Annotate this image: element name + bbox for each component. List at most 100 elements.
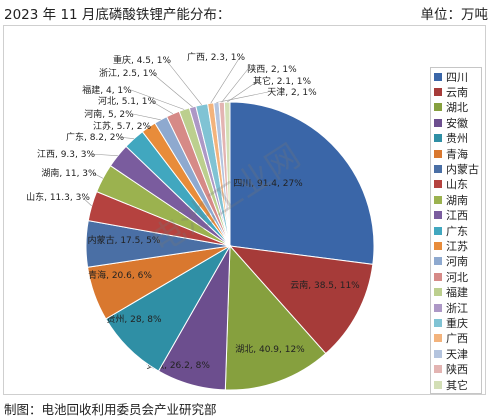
legend-item-河北: 河北 <box>434 269 479 284</box>
slice-label-浙江: 浙江, 2.5, 1% <box>99 67 157 79</box>
legend-swatch <box>434 195 442 204</box>
legend-swatch <box>434 318 442 327</box>
legend-label: 陕西 <box>446 363 468 377</box>
slice-label-湖南: 湖南, 11, 3% <box>41 167 97 179</box>
legend-item-青海: 青海 <box>434 146 479 161</box>
legend-label: 浙江 <box>446 301 468 315</box>
pie-slice-四川 <box>229 101 375 265</box>
legend-item-四川: 四川 <box>434 69 479 84</box>
legend-item-陕西: 陕西 <box>434 361 479 376</box>
leader-line-江苏 <box>145 125 149 128</box>
legend-swatch <box>434 149 442 158</box>
legend-label: 内蒙古 <box>446 163 479 177</box>
leader-line-广西 <box>210 56 241 104</box>
legend-item-福建: 福建 <box>434 284 479 299</box>
slice-label-其它: 其它, 2.1, 1% <box>253 75 311 87</box>
leader-line-福建 <box>130 89 185 110</box>
slice-label-内蒙古: 内蒙古, 17.5, 5% <box>88 234 161 246</box>
legend-swatch <box>434 349 442 358</box>
legend-item-其它: 其它 <box>434 377 479 392</box>
legend-label: 天津 <box>446 347 468 361</box>
slice-label-青海: 青海, 20.6, 6% <box>88 269 152 281</box>
legend-item-湖北: 湖北 <box>434 100 479 115</box>
chart-legend: 四川云南 湖北 安徽贵州 青海内蒙古 山东 湖南江西 广东江苏河南 河北福建 浙江 重庆广西 天津陕… <box>430 67 482 395</box>
slice-label-河北: 河北, 5.1, 1% <box>98 95 156 107</box>
legend-label: 河北 <box>446 270 468 284</box>
leader-line-重庆 <box>165 59 202 105</box>
leader-line-江西 <box>89 153 118 156</box>
slice-label-福建: 福建, 4, 1% <box>82 84 132 96</box>
legend-label: 重庆 <box>446 316 468 330</box>
legend-item-广东: 广东 <box>434 223 479 238</box>
legend-label: 安徽 <box>446 116 468 130</box>
slice-label-江苏: 江苏, 5.7, 2% <box>93 120 151 132</box>
leader-line-其它 <box>227 80 259 103</box>
legend-label: 河南 <box>446 255 468 269</box>
legend-item-山东: 山东 <box>434 177 479 192</box>
legend-item-贵州: 贵州 <box>434 131 479 146</box>
legend-swatch <box>434 288 442 297</box>
leader-line-陕西 <box>221 68 249 103</box>
leader-line-湖南 <box>92 172 104 179</box>
legend-label: 福建 <box>446 286 468 300</box>
legend-swatch <box>434 88 442 97</box>
legend-label: 青海 <box>446 147 468 161</box>
chart-title: 2023 年 11 月底磷酸铁锂产能分布： <box>4 7 231 23</box>
leader-line-广东 <box>118 136 134 139</box>
legend-swatch <box>434 103 442 112</box>
leader-line-河南 <box>132 113 161 121</box>
legend-swatch <box>434 134 442 143</box>
footer-credit: 制图：电池回收利用委员会产业研究部 <box>4 402 217 417</box>
legend-swatch <box>434 211 442 220</box>
legend-item-湖南: 湖南 <box>434 192 479 207</box>
legend-item-江苏: 江苏 <box>434 238 479 253</box>
legend-label: 广西 <box>446 332 468 346</box>
legend-swatch <box>434 272 442 281</box>
legend-item-重庆: 重庆 <box>434 315 479 330</box>
legend-item-广西: 广西 <box>434 331 479 346</box>
slice-label-山东: 山东, 11.3, 3% <box>26 191 90 203</box>
legend-swatch <box>434 365 442 374</box>
slice-label-湖北: 湖北, 40.9, 12% <box>235 344 305 355</box>
legend-item-内蒙古: 内蒙古 <box>434 161 479 176</box>
legend-swatch <box>434 241 442 250</box>
legend-swatch <box>434 180 442 189</box>
legend-item-天津: 天津 <box>434 346 479 361</box>
leader-line-浙江 <box>151 72 193 108</box>
legend-label: 湖南 <box>446 193 468 207</box>
legend-label: 江苏 <box>446 240 468 253</box>
slice-label-四川: 四川, 91.4, 27% <box>233 179 303 189</box>
legend-swatch <box>434 303 442 312</box>
slice-label-广西: 广西, 2.3, 1% <box>187 51 245 63</box>
unit-label: 单位：万吨 <box>420 7 489 23</box>
slice-label-广东: 广东, 8.2, 2% <box>66 131 124 143</box>
legend-item-云南: 云南 <box>434 84 479 99</box>
legend-label: 贵州 <box>446 132 468 146</box>
legend-swatch <box>434 165 442 174</box>
legend-label: 云南 <box>446 86 468 100</box>
legend-label: 山东 <box>446 178 468 192</box>
leader-line-山东 <box>81 196 92 207</box>
slice-label-云南: 云南, 38.5, 11% <box>290 279 360 291</box>
legend-swatch <box>434 226 442 235</box>
legend-item-江西: 江西 <box>434 208 479 223</box>
leader-line-天津 <box>216 91 269 103</box>
legend-item-浙江: 浙江 <box>434 300 479 315</box>
leader-line-河北 <box>150 100 174 115</box>
slice-label-重庆: 重庆, 4.5, 1% <box>113 54 171 66</box>
legend-swatch <box>434 72 442 81</box>
pie-slice-湖北 <box>224 244 327 391</box>
slice-label-河南: 河南, 5, 2% <box>84 108 134 120</box>
legend-item-安徽: 安徽 <box>434 115 479 130</box>
slice-label-江西: 江西, 9.3, 3% <box>37 149 95 160</box>
legend-swatch <box>434 334 442 343</box>
legend-label: 湖北 <box>446 101 468 115</box>
legend-label: 其它 <box>446 378 468 392</box>
legend-swatch <box>434 380 442 389</box>
legend-label: 四川 <box>446 70 468 84</box>
legend-label: 江西 <box>446 209 468 223</box>
legend-label: 广东 <box>446 224 468 238</box>
legend-swatch <box>434 257 442 266</box>
legend-swatch <box>434 118 442 127</box>
